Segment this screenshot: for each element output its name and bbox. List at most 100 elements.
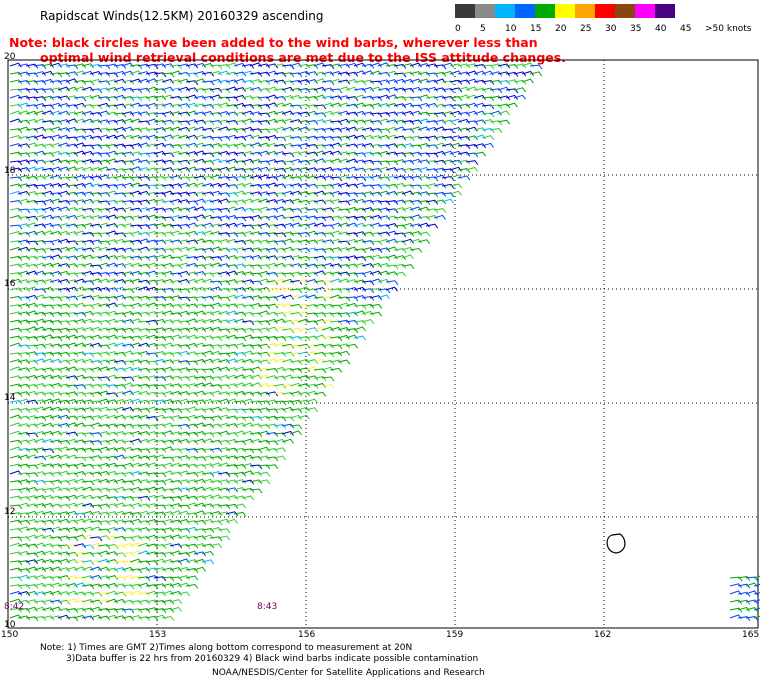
wind-barb [161,310,174,316]
wind-barb [457,168,471,173]
wind-barb [369,168,383,173]
wind-barb [169,599,183,604]
wind-barb [9,311,23,317]
wind-barb [113,175,127,180]
wind-barb [129,231,143,236]
wind-barb [193,551,207,557]
wind-barb [81,544,95,550]
wind-barb [73,174,87,180]
wind-barb [57,558,70,564]
wind-barb [97,351,111,357]
wind-barb [81,318,94,324]
wind-barb [41,319,55,325]
wind-barb [89,560,103,565]
wind-barb [385,230,398,236]
wind-barb [73,302,86,308]
wind-barb [217,303,231,309]
wind-barb [409,78,422,84]
wind-barb [97,119,111,125]
wind-barb [217,310,231,316]
wind-barb [401,128,415,134]
wind-barb [89,264,103,270]
wind-barb [105,519,119,525]
wind-barb [137,408,151,413]
wind-barb [185,472,199,477]
wind-barb [105,575,119,580]
wind-barb [297,111,311,117]
wind-barb [153,175,167,181]
wind-barb [41,502,54,508]
wind-barb [73,478,86,484]
wind-barb [201,534,214,540]
wind-barb [57,263,71,268]
wind-barb [153,511,167,517]
wind-barb [329,256,343,262]
wind-barb [25,543,39,549]
wind-barb [441,103,455,109]
wind-barb [217,263,231,269]
wind-barb [113,207,127,213]
wind-barb [17,183,31,189]
wind-barb [321,256,335,261]
wind-barb [281,255,295,261]
wind-barb [97,287,111,292]
wind-barb [249,214,262,220]
wind-barb [169,120,183,125]
wind-barb [49,239,63,244]
wind-barb [345,96,359,101]
wind-barb [265,431,279,437]
wind-barb [209,111,223,117]
wind-barb [273,318,286,324]
wind-barb [321,102,334,108]
wind-barb [113,303,127,309]
wind-barb [337,63,351,69]
wind-barb [297,103,311,109]
wind-barb [425,120,439,125]
wind-barb [153,336,167,341]
wind-barb [145,527,159,533]
wind-barb [177,167,191,172]
wind-barb [305,271,319,277]
wind-barb [129,118,142,124]
wind-barb [113,183,127,189]
wind-barb [105,384,119,389]
wind-barb [49,102,62,108]
wind-barb [129,200,143,206]
wind-barb [9,287,23,293]
wind-barb [265,232,279,237]
wind-barb [153,472,167,478]
wind-barb [49,223,63,229]
wind-barb [481,135,495,140]
wind-barb [401,231,415,237]
wind-barb [417,118,430,124]
wind-barb [161,488,175,494]
wind-barb [49,95,63,101]
wind-barb [361,127,375,133]
wind-barb [497,103,511,109]
wind-barb [225,383,239,389]
wind-barb [121,415,135,421]
wind-barb [273,136,287,142]
wind-barb [89,432,103,437]
wind-barb [337,343,351,349]
wind-barb [401,199,415,205]
wind-barb [369,222,382,228]
wind-barb [153,536,167,542]
wind-barb [209,272,223,277]
wind-barb [113,319,127,325]
wind-barb [89,311,103,317]
wind-barb [193,408,207,414]
wind-barb [329,320,343,326]
wind-barb [161,143,175,149]
wind-barb [297,406,310,412]
wind-barb [305,407,319,413]
wind-barb [233,151,247,157]
wind-barb [121,446,134,452]
wind-barb [217,439,231,445]
wind-barb [249,191,263,197]
wind-barb [249,231,263,237]
wind-barb [153,279,167,284]
wind-barb [65,272,79,278]
wind-barb [81,70,94,76]
wind-barb [145,112,159,117]
